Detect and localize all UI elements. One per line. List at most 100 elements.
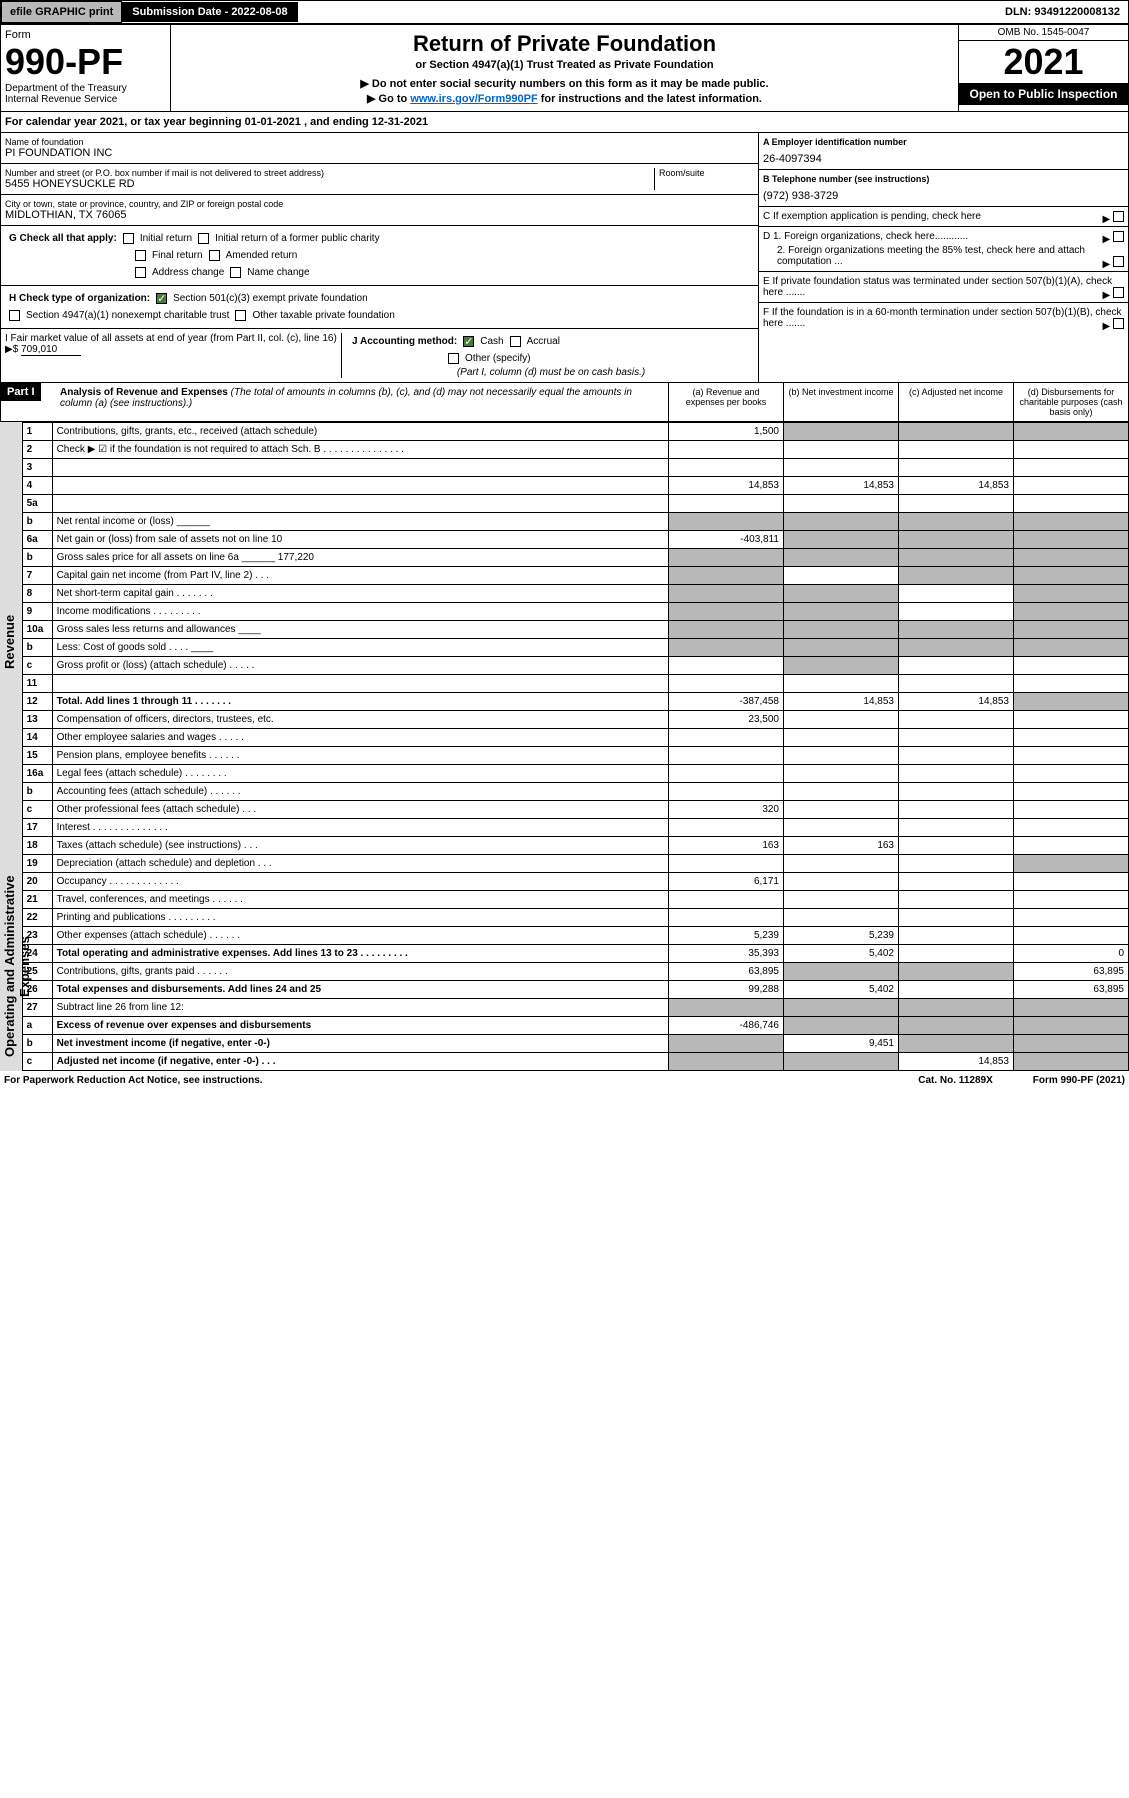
d1-checkbox[interactable] [1113, 231, 1124, 242]
amount-cell-c [899, 531, 1014, 549]
amount-cell-a: 5,239 [669, 927, 784, 945]
form-note-1: ▶ Do not enter social security numbers o… [177, 77, 952, 90]
h-opt-2: Section 4947(a)(1) nonexempt charitable … [26, 310, 229, 321]
amount-cell-c [899, 855, 1014, 873]
501c3-checkbox[interactable] [156, 293, 167, 304]
row-num: 18 [22, 837, 52, 855]
amount-cell-b [784, 711, 899, 729]
amount-cell-b [784, 639, 899, 657]
amount-cell-d [1014, 765, 1129, 783]
revenue-vertical-label: Revenue [0, 422, 22, 862]
table-row: 414,85314,85314,853 [22, 477, 1128, 495]
col-b-header: (b) Net investment income [783, 383, 898, 421]
final-return-checkbox[interactable] [135, 250, 146, 261]
g-opt-3: Amended return [226, 250, 298, 261]
table-row: 20Occupancy . . . . . . . . . . . . .6,1… [22, 873, 1128, 891]
amount-cell-c [899, 1035, 1014, 1053]
row-num: b [22, 639, 52, 657]
table-row: 25Contributions, gifts, grants paid . . … [22, 963, 1128, 981]
row-desc: Net investment income (if negative, ente… [52, 1035, 668, 1053]
amount-cell-a: 320 [669, 801, 784, 819]
amount-cell-a [669, 441, 784, 459]
amount-cell-c [899, 423, 1014, 441]
table-row: 11 [22, 675, 1128, 693]
table-row: bNet rental income or (loss) ______ [22, 513, 1128, 531]
amount-cell-d [1014, 1017, 1129, 1035]
tax-year: 2021 [959, 41, 1128, 83]
h-section: H Check type of organization: Section 50… [1, 286, 758, 329]
initial-former-checkbox[interactable] [198, 233, 209, 244]
amount-cell-b [784, 873, 899, 891]
amount-cell-c [899, 747, 1014, 765]
amount-cell-d [1014, 711, 1129, 729]
amount-cell-c: 14,853 [899, 1053, 1014, 1071]
amount-cell-a: 99,288 [669, 981, 784, 999]
row-desc: Total operating and administrative expen… [52, 945, 668, 963]
amount-cell-b [784, 549, 899, 567]
amount-cell-c [899, 675, 1014, 693]
amount-cell-b [784, 963, 899, 981]
amount-cell-b [784, 441, 899, 459]
4947-checkbox[interactable] [9, 310, 20, 321]
name-cell: Name of foundation PI FOUNDATION INC [1, 133, 758, 164]
c-checkbox[interactable] [1113, 211, 1124, 222]
row-desc: Compensation of officers, directors, tru… [52, 711, 668, 729]
table-row: 14Other employee salaries and wages . . … [22, 729, 1128, 747]
row-desc: Taxes (attach schedule) (see instruction… [52, 837, 668, 855]
foundation-info: Name of foundation PI FOUNDATION INC Num… [0, 133, 1129, 383]
amount-cell-d [1014, 621, 1129, 639]
j-label: J Accounting method: [352, 336, 457, 347]
amount-cell-a [669, 1053, 784, 1071]
city-label: City or town, state or province, country… [5, 199, 754, 209]
dln: DLN: 93491220008132 [997, 2, 1128, 22]
other-taxable-checkbox[interactable] [235, 310, 246, 321]
amount-cell-b [784, 891, 899, 909]
amount-cell-a: -486,746 [669, 1017, 784, 1035]
amount-cell-d [1014, 855, 1129, 873]
part1-label: Part I [1, 383, 41, 401]
e-cell: E If private foundation status was termi… [759, 272, 1128, 303]
row-desc: Total expenses and disbursements. Add li… [52, 981, 668, 999]
row-desc: Travel, conferences, and meetings . . . … [52, 891, 668, 909]
row-num: c [22, 801, 52, 819]
initial-return-checkbox[interactable] [123, 233, 134, 244]
amount-cell-a [669, 621, 784, 639]
footer-cat: Cat. No. 11289X [918, 1075, 992, 1086]
e-checkbox[interactable] [1113, 287, 1124, 298]
row-desc: Capital gain net income (from Part IV, l… [52, 567, 668, 585]
amount-cell-c: 14,853 [899, 693, 1014, 711]
amount-cell-b [784, 1053, 899, 1071]
table-row: 13Compensation of officers, directors, t… [22, 711, 1128, 729]
row-desc: Total. Add lines 1 through 11 . . . . . … [52, 693, 668, 711]
row-desc: Less: Cost of goods sold . . . . ____ [52, 639, 668, 657]
fmv-value: 709,010 [21, 344, 81, 356]
other-method-checkbox[interactable] [448, 353, 459, 364]
analysis-table: 1Contributions, gifts, grants, etc., rec… [22, 422, 1129, 1071]
j-note: (Part I, column (d) must be on cash basi… [348, 367, 754, 378]
f-cell: F If the foundation is in a 60-month ter… [759, 303, 1128, 333]
amount-cell-d [1014, 459, 1129, 477]
address-change-checkbox[interactable] [135, 267, 146, 278]
efile-print-button[interactable]: efile GRAPHIC print [1, 1, 122, 23]
amount-cell-d [1014, 909, 1129, 927]
amount-cell-d: 63,895 [1014, 981, 1129, 999]
amount-cell-a [669, 855, 784, 873]
amount-cell-a [669, 891, 784, 909]
cash-checkbox[interactable] [463, 336, 474, 347]
addr-label: Number and street (or P.O. box number if… [5, 168, 654, 178]
amount-cell-a: 6,171 [669, 873, 784, 891]
d2-checkbox[interactable] [1113, 256, 1124, 267]
amount-cell-b [784, 747, 899, 765]
amount-cell-a [669, 765, 784, 783]
f-checkbox[interactable] [1113, 318, 1124, 329]
amount-cell-c [899, 729, 1014, 747]
form990pf-link[interactable]: www.irs.gov/Form990PF [410, 93, 537, 105]
amount-cell-d [1014, 729, 1129, 747]
row-num: b [22, 1035, 52, 1053]
amended-return-checkbox[interactable] [209, 250, 220, 261]
open-to-public: Open to Public Inspection [959, 83, 1128, 105]
accrual-checkbox[interactable] [510, 336, 521, 347]
name-change-checkbox[interactable] [230, 267, 241, 278]
amount-cell-c [899, 783, 1014, 801]
amount-cell-c [899, 945, 1014, 963]
